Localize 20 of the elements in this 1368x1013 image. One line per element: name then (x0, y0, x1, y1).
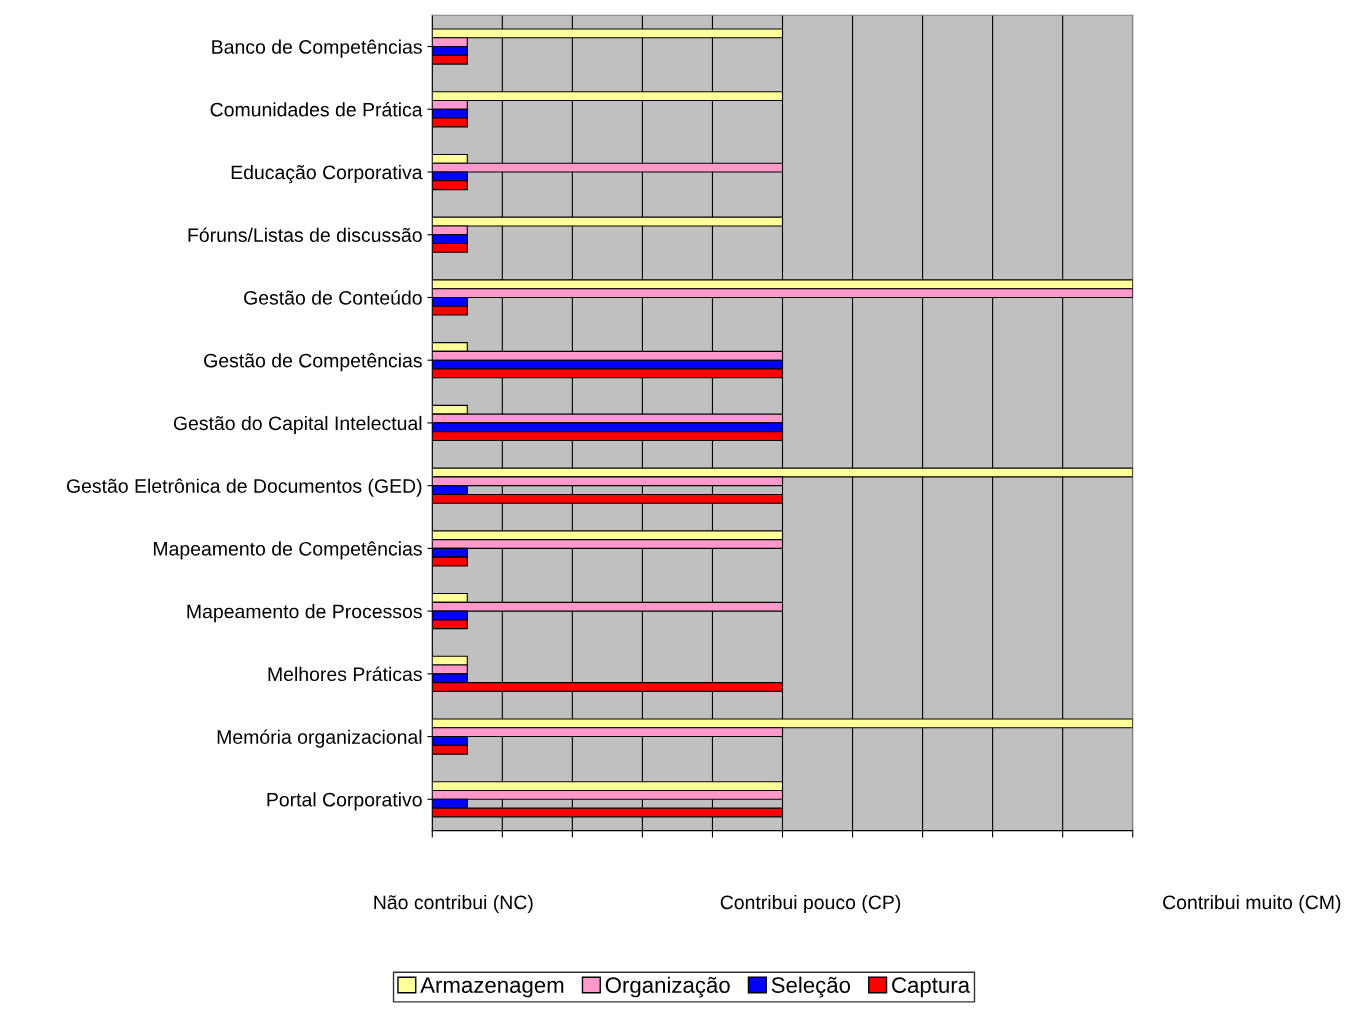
legend-label: Captura (892, 977, 971, 998)
y-tick-label: Memória organizacional (217, 729, 422, 748)
y-tick-label: Gestão do Capital Intelectual (173, 415, 422, 435)
y-tick-label: Melhores Práticas (268, 666, 422, 682)
y-tick-label: Gestão Eletrônica de Documentos (GED) (66, 478, 422, 497)
y-tick-label: Mapeamento de Competências (153, 541, 422, 560)
text: Contribui muito (CM) (1163, 894, 1341, 914)
text: Não contribui (NC) (374, 894, 533, 914)
y-tick-label: Portal Corporativo (267, 792, 422, 811)
y-tick-label: Comunidades de Prática (210, 102, 423, 117)
y-tick-label: Mapeamento de Processos (187, 604, 422, 623)
text: Contribui pouco (CP) (720, 894, 901, 914)
legend-label: Armazenagem (420, 977, 564, 998)
y-tick-label: Gestão de Conteúdo (244, 290, 422, 305)
y-tick-label: Educação Corporativa (231, 164, 423, 184)
y-tick-label: Gestão de Competências (204, 353, 422, 372)
legend-label: Organização (605, 976, 730, 998)
legend-label: Seleção (771, 976, 851, 998)
y-tick-label: Banco de Competências (212, 39, 422, 58)
y-tick-label: Fóruns/Listas de discussão (188, 227, 422, 242)
